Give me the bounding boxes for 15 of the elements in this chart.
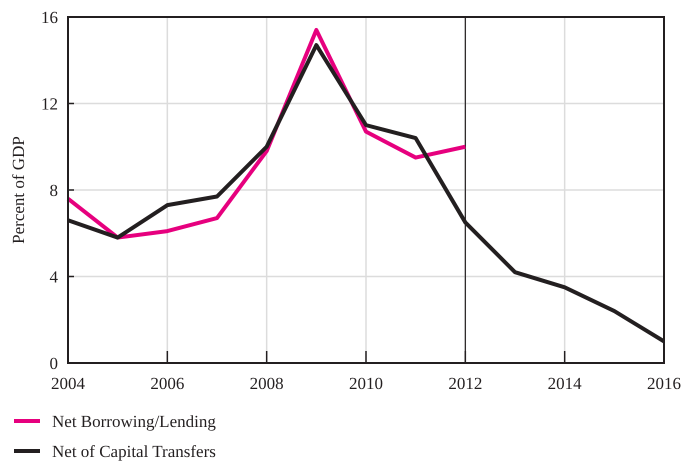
y-tick-label: 12 [41, 94, 58, 114]
y-tick-label: 8 [50, 180, 58, 200]
y-axis-title: Percent of GDP [9, 136, 28, 244]
x-tick-label: 2012 [448, 374, 482, 393]
y-tick-label: 16 [41, 8, 58, 27]
x-tick-label: 2006 [150, 374, 184, 393]
y-tick-label: 0 [50, 354, 58, 373]
y-tick-label: 4 [50, 267, 58, 286]
x-tick-label: 2008 [250, 374, 284, 393]
x-tick-label: 2016 [647, 374, 681, 393]
x-tick-label: 2014 [548, 374, 582, 393]
x-tick-label: 2010 [349, 374, 383, 393]
x-tick-label: 2004 [51, 374, 86, 393]
legend-label: Net Borrowing/Lending [52, 412, 216, 431]
legend-label: Net of Capital Transfers [52, 442, 216, 461]
